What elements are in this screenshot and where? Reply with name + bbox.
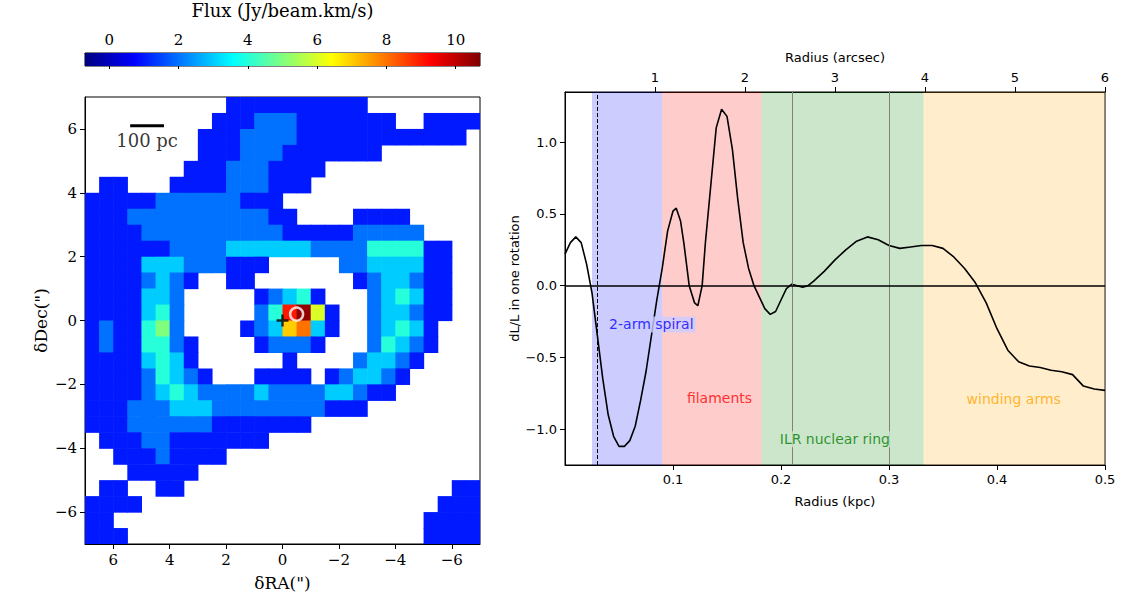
svg-text:1.0: 1.0 xyxy=(536,135,557,150)
svg-text:0: 0 xyxy=(67,312,77,330)
svg-text:0: 0 xyxy=(104,31,114,49)
svg-text:Radius (arcsec): Radius (arcsec) xyxy=(785,50,885,65)
svg-text:2: 2 xyxy=(221,551,231,569)
svg-text:4: 4 xyxy=(67,184,77,202)
svg-text:2: 2 xyxy=(67,248,77,266)
svg-text:6: 6 xyxy=(1101,70,1109,85)
svg-text:0.5: 0.5 xyxy=(1095,472,1116,487)
svg-text:dL/L in one rotation: dL/L in one rotation xyxy=(507,215,522,342)
svg-text:Flux (Jy/beam.km/s): Flux (Jy/beam.km/s) xyxy=(191,0,373,21)
svg-text:2: 2 xyxy=(174,31,184,49)
svg-text:filaments: filaments xyxy=(687,390,752,406)
svg-text:8: 8 xyxy=(382,31,392,49)
svg-text:−6: −6 xyxy=(441,551,463,569)
svg-text:−2: −2 xyxy=(55,375,77,393)
svg-text:10: 10 xyxy=(446,31,465,49)
svg-text:2-arm spiral: 2-arm spiral xyxy=(609,316,693,332)
svg-text:4: 4 xyxy=(165,551,175,569)
svg-text:0.0: 0.0 xyxy=(536,278,557,293)
svg-text:6: 6 xyxy=(67,120,77,138)
svg-text:5: 5 xyxy=(1011,70,1019,85)
svg-text:ILR nuclear ring: ILR nuclear ring xyxy=(780,431,890,447)
svg-text:1: 1 xyxy=(651,70,659,85)
svg-text:−6: −6 xyxy=(55,503,77,521)
svg-text:−4: −4 xyxy=(55,439,77,457)
svg-text:3: 3 xyxy=(831,70,839,85)
svg-text:δDec("): δDec(") xyxy=(31,288,51,353)
svg-text:100 pc: 100 pc xyxy=(116,130,178,151)
svg-text:0.4: 0.4 xyxy=(987,472,1008,487)
svg-text:−1.0: −1.0 xyxy=(525,422,557,437)
svg-text:δRA("): δRA(") xyxy=(254,573,310,593)
svg-text:0.5: 0.5 xyxy=(536,206,557,221)
svg-text:0.3: 0.3 xyxy=(879,472,900,487)
svg-text:0.1: 0.1 xyxy=(663,472,684,487)
svg-text:Radius (kpc): Radius (kpc) xyxy=(795,494,876,509)
svg-text:6: 6 xyxy=(312,31,322,49)
svg-text:−0.5: −0.5 xyxy=(525,350,557,365)
svg-text:0: 0 xyxy=(278,551,288,569)
svg-text:0.2: 0.2 xyxy=(771,472,792,487)
svg-text:4: 4 xyxy=(243,31,253,49)
svg-text:4: 4 xyxy=(921,70,929,85)
svg-text:2: 2 xyxy=(741,70,749,85)
svg-text:−4: −4 xyxy=(384,551,406,569)
svg-text:winding arms: winding arms xyxy=(967,391,1061,407)
svg-text:−2: −2 xyxy=(328,551,350,569)
svg-text:6: 6 xyxy=(108,551,118,569)
